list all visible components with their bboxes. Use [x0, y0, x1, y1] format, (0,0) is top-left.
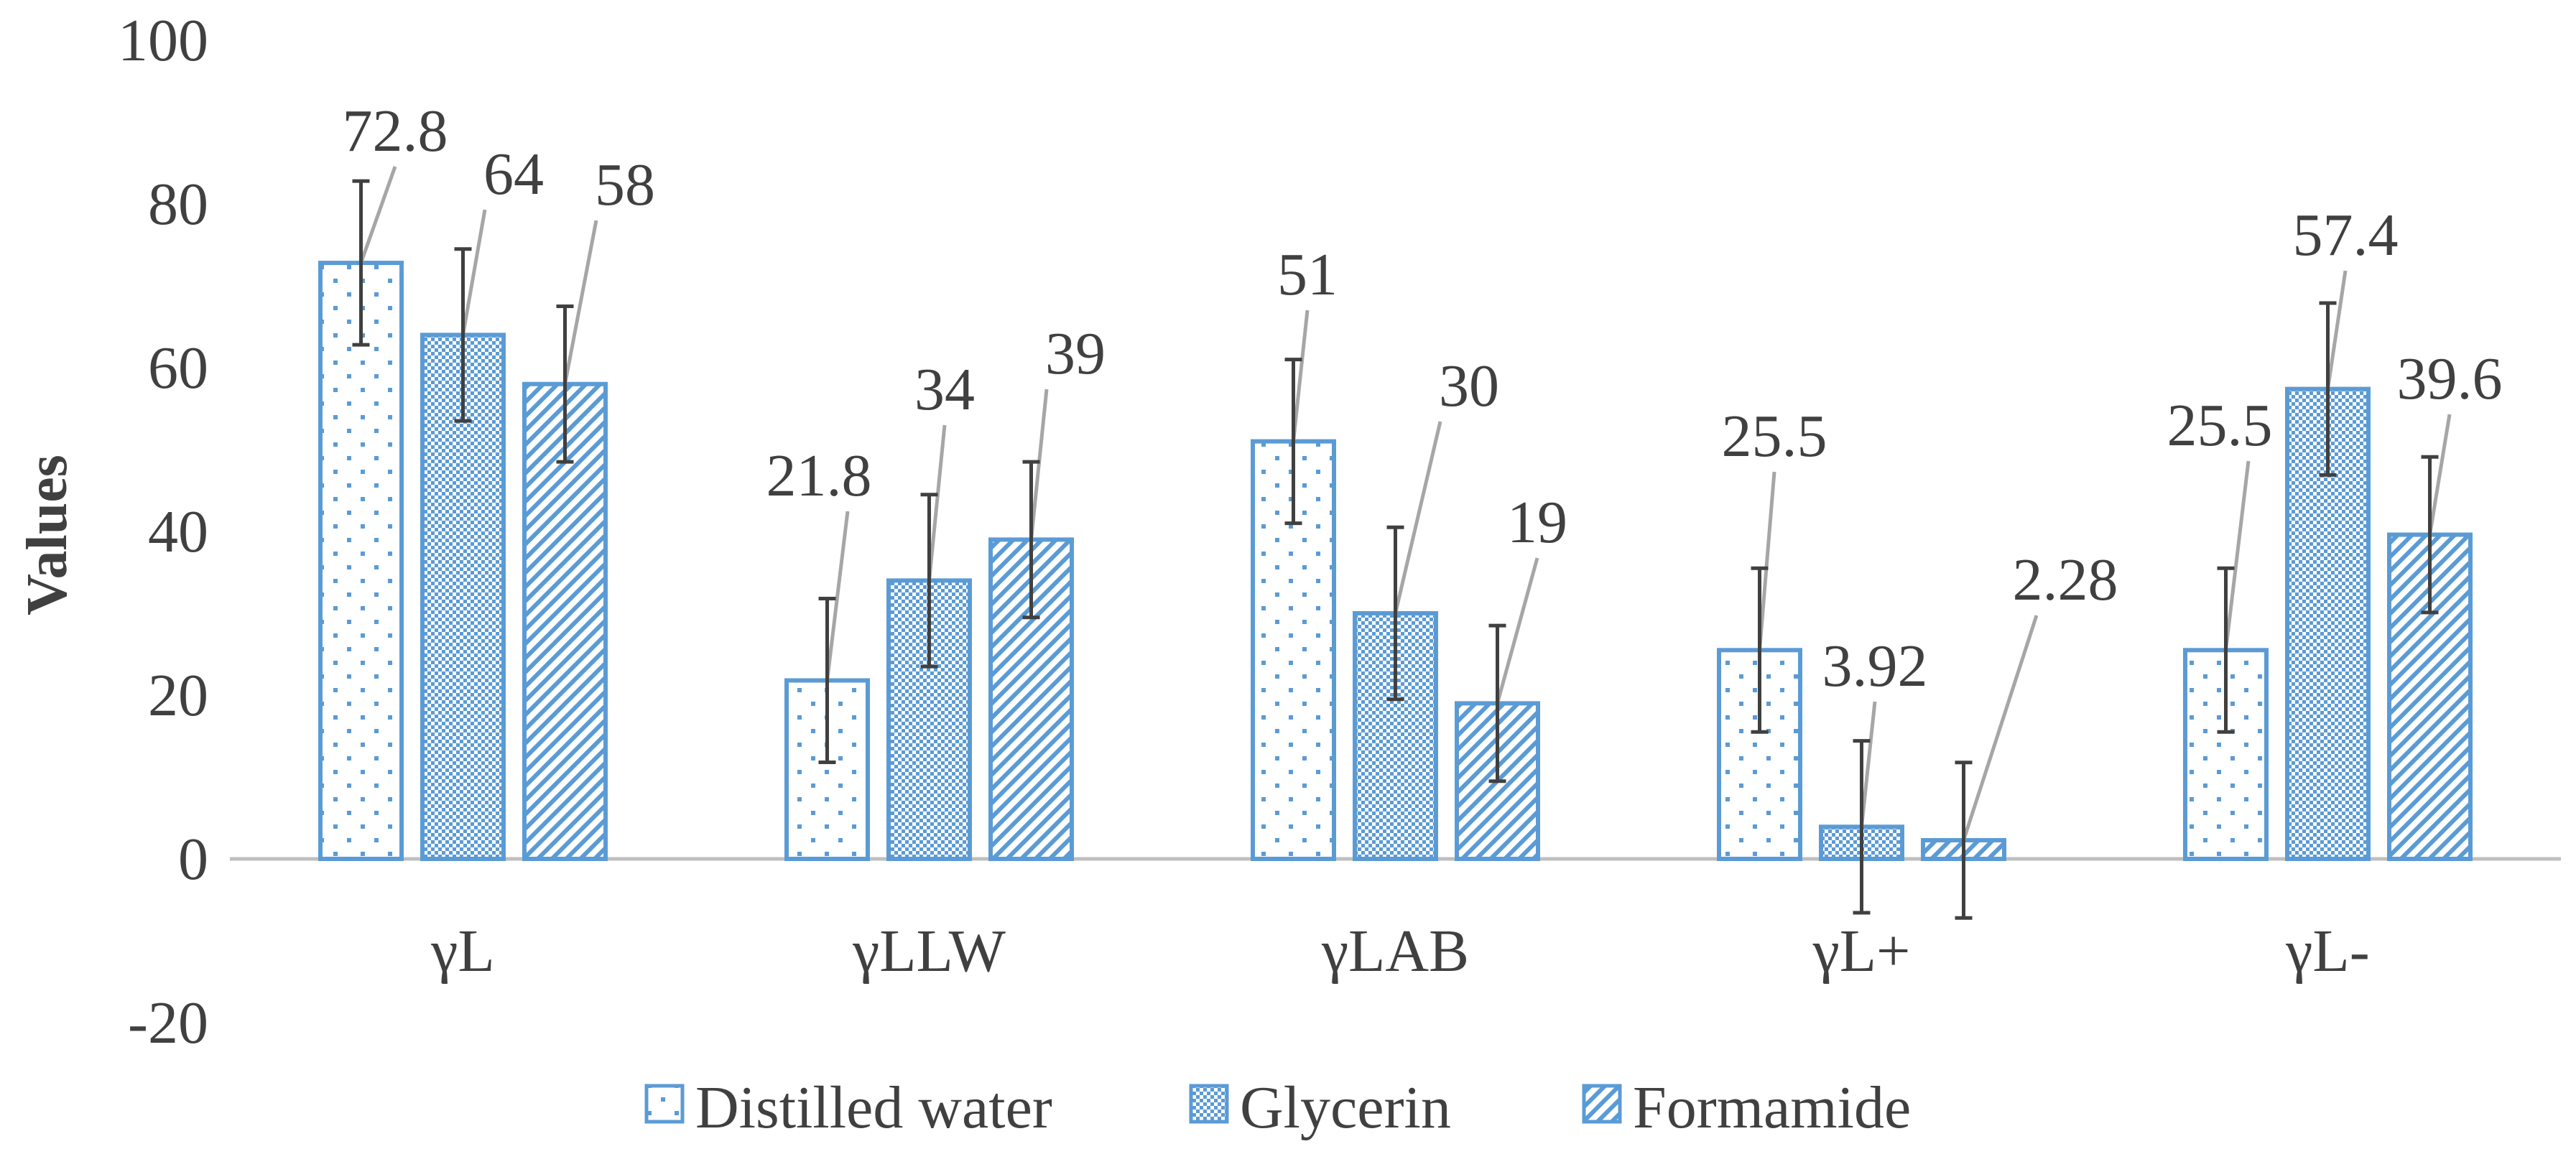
label-leader-lines	[359, 166, 2452, 841]
y-tick-label: 20	[148, 662, 208, 729]
y-tick-label: 80	[148, 171, 208, 238]
data-label: 72.8	[343, 98, 448, 164]
data-label: 57.4	[2293, 202, 2399, 269]
data-label: 64	[483, 141, 544, 208]
data-label: 30	[1439, 353, 1499, 419]
data-label: 39	[1045, 320, 1106, 387]
legend-label-glycerin: Glycerin	[1240, 1074, 1451, 1141]
leader-line	[1029, 389, 1049, 540]
error-bar	[1022, 460, 1040, 620]
error-bar	[1853, 739, 1871, 915]
error-bar	[1488, 623, 1506, 783]
legend-swatch-formamide	[1582, 1084, 1622, 1124]
x-tick-label: γL-	[2285, 918, 2369, 985]
x-tick-label: γLLW	[852, 918, 1006, 985]
leader-line	[1496, 557, 1539, 704]
bars	[318, 261, 2473, 862]
leader-line	[1394, 421, 1442, 614]
error-bar	[1955, 761, 1973, 920]
data-label: 58	[595, 152, 655, 218]
error-bar	[1751, 566, 1769, 734]
leader-line	[2428, 414, 2452, 535]
y-axis-ticks: -20 0 20 40 60 80 100	[118, 7, 208, 1056]
error-bar	[818, 596, 836, 764]
data-label: 34	[914, 356, 975, 423]
x-tick-label: γL	[430, 918, 494, 985]
error-bar	[920, 493, 938, 669]
data-label: 19	[1507, 489, 1567, 556]
data-labels: 72.8 64 58 21.8 34 39 51 30 19 25.5 3.92 2.28 25.5 57…	[343, 98, 2503, 699]
leader-line	[1292, 310, 1310, 442]
data-label: 51	[1277, 241, 1338, 308]
x-tick-label: γLAB	[1321, 918, 1469, 985]
y-tick-label: 60	[148, 335, 208, 401]
leader-line	[563, 220, 598, 385]
y-tick-label: 100	[118, 7, 208, 74]
error-bars	[352, 179, 2439, 920]
error-bar	[1386, 525, 1404, 702]
y-tick-label: -20	[128, 990, 208, 1056]
bar	[318, 261, 404, 861]
data-label: 39.6	[2397, 345, 2503, 412]
y-axis-title: Values	[16, 455, 79, 615]
data-label: 25.5	[1722, 403, 1827, 470]
bar	[988, 537, 1074, 862]
leader-line	[825, 511, 850, 681]
leader-line	[2326, 270, 2348, 390]
error-bar	[2421, 455, 2439, 615]
y-tick-label: 0	[178, 826, 208, 893]
leader-line	[1962, 615, 2039, 841]
error-bar	[454, 247, 472, 423]
leader-line	[1758, 471, 1776, 651]
bar	[784, 678, 870, 861]
leader-line	[927, 424, 947, 581]
legend-label-distilled-water: Distilled water	[695, 1074, 1052, 1141]
data-label: 2.28	[2013, 547, 2118, 613]
legend-swatch-distilled-water	[644, 1084, 685, 1124]
x-axis-category-labels: γL γLLW γLAB γL+ γL-	[430, 918, 2369, 985]
error-bar	[352, 179, 370, 347]
leader-line	[2224, 460, 2251, 651]
error-bar	[556, 304, 574, 464]
legend: Distilled water Glycerin Formamide	[644, 1074, 1911, 1141]
error-bar	[2319, 301, 2337, 477]
error-bar	[2217, 566, 2235, 734]
error-bar	[1284, 358, 1302, 526]
leader-line	[359, 166, 397, 264]
data-label: 25.5	[2167, 392, 2273, 459]
legend-label-formamide: Formamide	[1633, 1074, 1911, 1141]
data-label: 3.92	[1822, 633, 1928, 699]
y-tick-label: 40	[148, 498, 208, 565]
legend-swatch-glycerin	[1189, 1084, 1229, 1124]
leader-line	[461, 209, 487, 335]
leader-line	[1860, 701, 1877, 827]
x-tick-label: γL+	[1812, 918, 1911, 985]
data-label: 21.8	[766, 442, 872, 509]
